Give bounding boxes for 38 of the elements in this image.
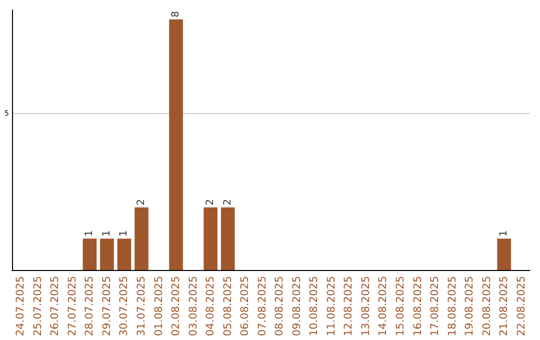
x-tick-label: 13.08.2025 — [360, 276, 372, 336]
data-label: 2 — [136, 198, 147, 206]
x-tick-label: 31.07.2025 — [136, 276, 148, 336]
x-tick-label: 24.07.2025 — [14, 276, 27, 336]
x-tick-label: 27.07.2025 — [66, 276, 78, 336]
data-label: 1 — [101, 230, 112, 237]
x-tick-label: 07.08.2025 — [256, 276, 268, 336]
x-tick-label: 19.08.2025 — [464, 276, 476, 336]
x-tick-label: 10.08.2025 — [308, 276, 320, 336]
x-tick-label: 06.08.2025 — [239, 276, 252, 336]
x-tick-label: 30.07.2025 — [118, 276, 130, 336]
x-tick-label: 25.07.2025 — [32, 276, 44, 336]
data-label: 2 — [222, 198, 234, 206]
x-tick-label: 04.08.2025 — [204, 276, 217, 336]
x-tick-label: 12.08.2025 — [342, 276, 355, 336]
x-tick-label: 16.08.2025 — [412, 276, 424, 336]
data-label: 2 — [205, 198, 216, 206]
x-tick-label: 14.08.2025 — [377, 276, 390, 336]
x-tick-label: 22.08.2025 — [515, 276, 528, 336]
x-tick-label: 05.08.2025 — [222, 276, 234, 336]
x-tick-label: 09.08.2025 — [290, 276, 303, 336]
data-label: 1 — [118, 230, 130, 237]
x-tick-label: 08.08.2025 — [274, 276, 286, 336]
x-tick-label: 20.08.2025 — [480, 276, 493, 336]
data-label: 8 — [170, 11, 182, 18]
x-tick-label: 28.07.2025 — [84, 276, 96, 336]
x-tick-label: 01.08.2025 — [152, 276, 165, 336]
x-tick-label: 02.08.2025 — [170, 276, 182, 336]
x-tick-label: 21.08.2025 — [498, 276, 510, 336]
x-tick-label: 18.08.2025 — [446, 276, 458, 336]
x-tick-label: 03.08.2025 — [187, 276, 200, 336]
x-tick-label: 17.08.2025 — [429, 276, 442, 336]
x-tick-label: 11.08.2025 — [325, 276, 338, 336]
data-label: 1 — [84, 230, 96, 237]
x-tick-label: 15.08.2025 — [394, 276, 406, 336]
data-label: 1 — [498, 230, 510, 237]
x-tick-label: 26.07.2025 — [49, 276, 62, 336]
x-tick-label: 29.07.2025 — [100, 276, 113, 336]
